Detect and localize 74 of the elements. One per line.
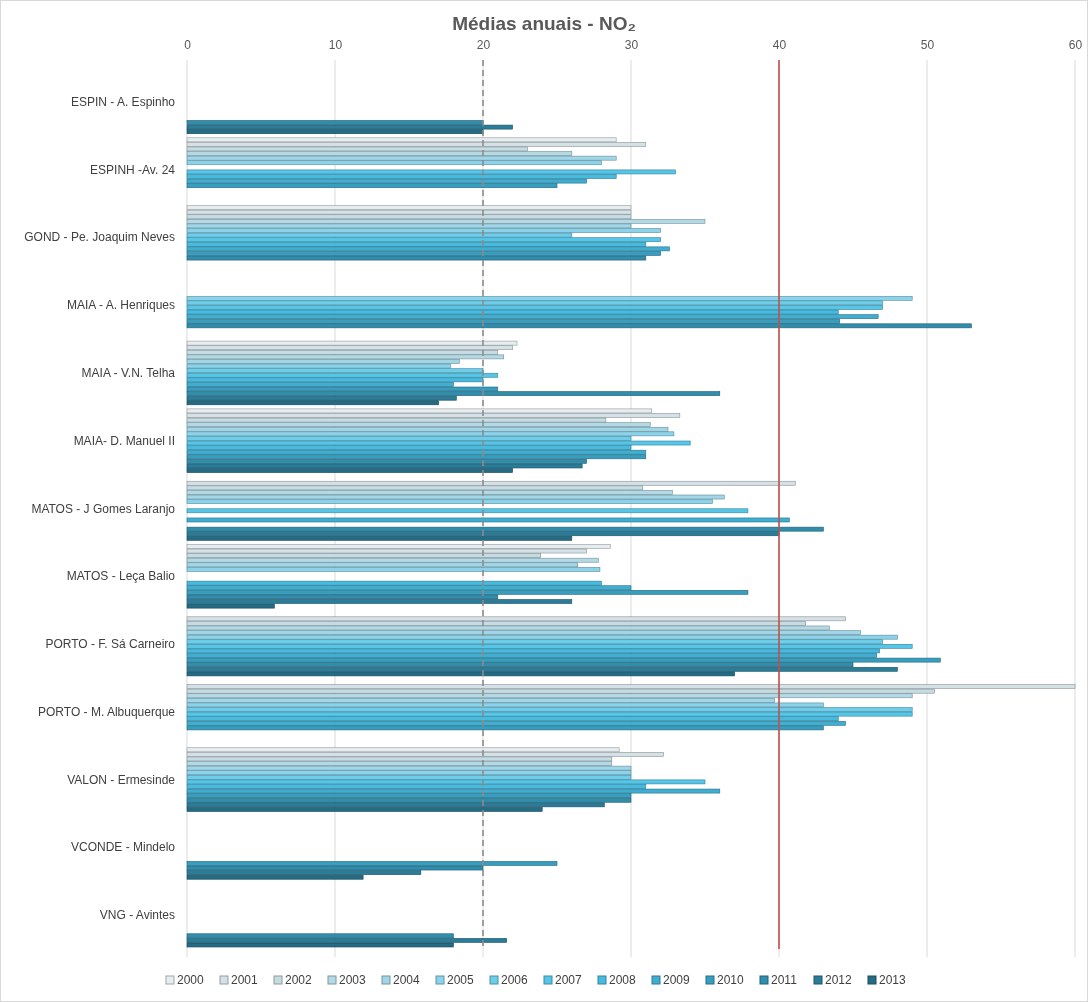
bar (186, 933, 454, 939)
bar (186, 368, 484, 373)
y-tick-label: MAIA - V.N. Telha (81, 365, 176, 380)
bar (186, 431, 675, 437)
legend-label: 2000 (177, 973, 205, 987)
y-tick-label: PORTO - M. Albuquerque (38, 704, 176, 719)
bar (186, 454, 647, 460)
legend-label: 2007 (555, 973, 583, 987)
bar (186, 517, 790, 523)
x-tick-label: 50 (920, 38, 935, 52)
legend-label: 2003 (339, 973, 367, 987)
bar (186, 711, 913, 717)
x-tick-label: 60 (1068, 38, 1083, 52)
legend-label: 2009 (663, 973, 691, 987)
x-tick-label: 0 (184, 38, 192, 52)
legend-label: 2004 (393, 973, 421, 987)
bar (186, 788, 721, 794)
bar (186, 354, 505, 360)
bar (186, 323, 972, 329)
y-tick-label: MAIA- D. Manuel II (73, 433, 175, 448)
bar (186, 634, 898, 640)
bar (186, 300, 883, 306)
y-tick-label: MATOS - Leça Balio (66, 569, 176, 584)
legend-label: 2010 (717, 973, 745, 987)
y-tick-label: ESPINH -Av. 24 (90, 162, 176, 177)
bar (186, 765, 632, 771)
bar (186, 223, 632, 229)
x-tick-label: 10 (328, 38, 343, 52)
y-tick-label: PORTO - F. Sá Carneiro (45, 637, 176, 652)
bar (186, 639, 883, 645)
y-tick-label: MAIA - A. Henriques (66, 298, 175, 313)
bar (186, 232, 573, 238)
bar (186, 124, 513, 130)
bar (186, 702, 824, 708)
y-tick-label: ESPIN - A. Espinho (70, 94, 176, 109)
bar (186, 802, 605, 808)
bar (186, 779, 706, 785)
y-tick-label: GOND - Pe. Joaquim Neves (24, 230, 175, 245)
chart-title: Médias anuais - NO₂ (452, 13, 636, 34)
bar (186, 531, 780, 537)
y-tick-label: MATOS - J Gomes Laranjo (31, 501, 176, 516)
bar (186, 155, 617, 161)
y-tick-label: VCONDE - Mindelo (70, 840, 176, 855)
bar (186, 463, 583, 469)
legend-label: 2008 (609, 973, 637, 987)
bar (186, 340, 518, 346)
bar (186, 440, 691, 446)
bar (186, 363, 451, 369)
bar (186, 508, 749, 514)
bar (186, 499, 713, 504)
x-tick-label: 30 (624, 38, 639, 52)
legend-label: 2012 (825, 973, 853, 987)
y-tick-label: VNG - Avintes (99, 908, 175, 923)
bar (186, 770, 632, 776)
bar (186, 625, 830, 631)
x-tick-label: 20 (476, 38, 491, 52)
bar (186, 526, 824, 532)
bar (186, 567, 601, 572)
y-tick-label: VALON - Ermesinde (67, 772, 176, 787)
legend-label: 2002 (285, 973, 313, 987)
bar (186, 494, 725, 500)
legend-label: 2011 (771, 973, 798, 987)
bar (186, 160, 602, 166)
bar (186, 562, 579, 568)
legend-label: 2001 (231, 973, 259, 987)
legend-label: 2006 (501, 973, 529, 987)
legend-label: 2013 (879, 973, 907, 987)
bar (186, 169, 676, 175)
x-tick-label: 40 (772, 38, 787, 52)
bar (186, 246, 670, 252)
bar (186, 657, 941, 663)
legend-label: 2005 (447, 973, 475, 987)
bar (186, 228, 661, 233)
bar (186, 237, 661, 243)
